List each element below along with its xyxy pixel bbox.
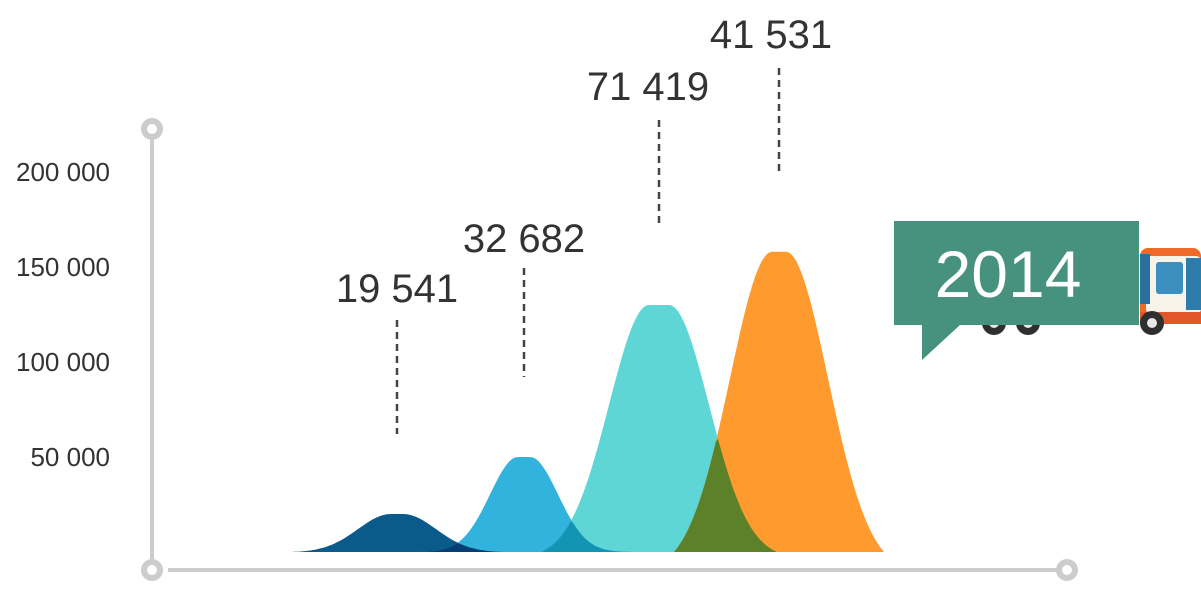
y-tick-label: 150 000	[16, 252, 110, 282]
overlap-area-2	[541, 520, 635, 552]
series-area-2	[413, 457, 635, 552]
y-tick-label: 50 000	[30, 442, 110, 472]
truck-icon	[982, 248, 1201, 335]
x-axis-left-knob	[141, 559, 163, 581]
x-axis-right-knob	[1056, 559, 1078, 581]
overlap-area-3	[674, 438, 777, 552]
y-tick-label: 100 000	[16, 347, 110, 377]
data-label: 19 541	[336, 267, 458, 311]
year-badge: 2014	[894, 221, 1139, 360]
y-axis-ticks: 50 000 100 000 150 000 200 000	[16, 157, 110, 472]
data-label: 32 682	[463, 217, 585, 261]
y-tick-label: 200 000	[16, 157, 110, 187]
series-overlaps	[413, 438, 777, 552]
data-label: 41 531	[710, 13, 832, 57]
data-label: 71 419	[587, 65, 709, 109]
series-area-1	[291, 514, 503, 552]
overlap-area-1	[413, 543, 503, 552]
y-axis-top-knob	[141, 118, 163, 140]
year-label: 2014	[935, 237, 1082, 311]
